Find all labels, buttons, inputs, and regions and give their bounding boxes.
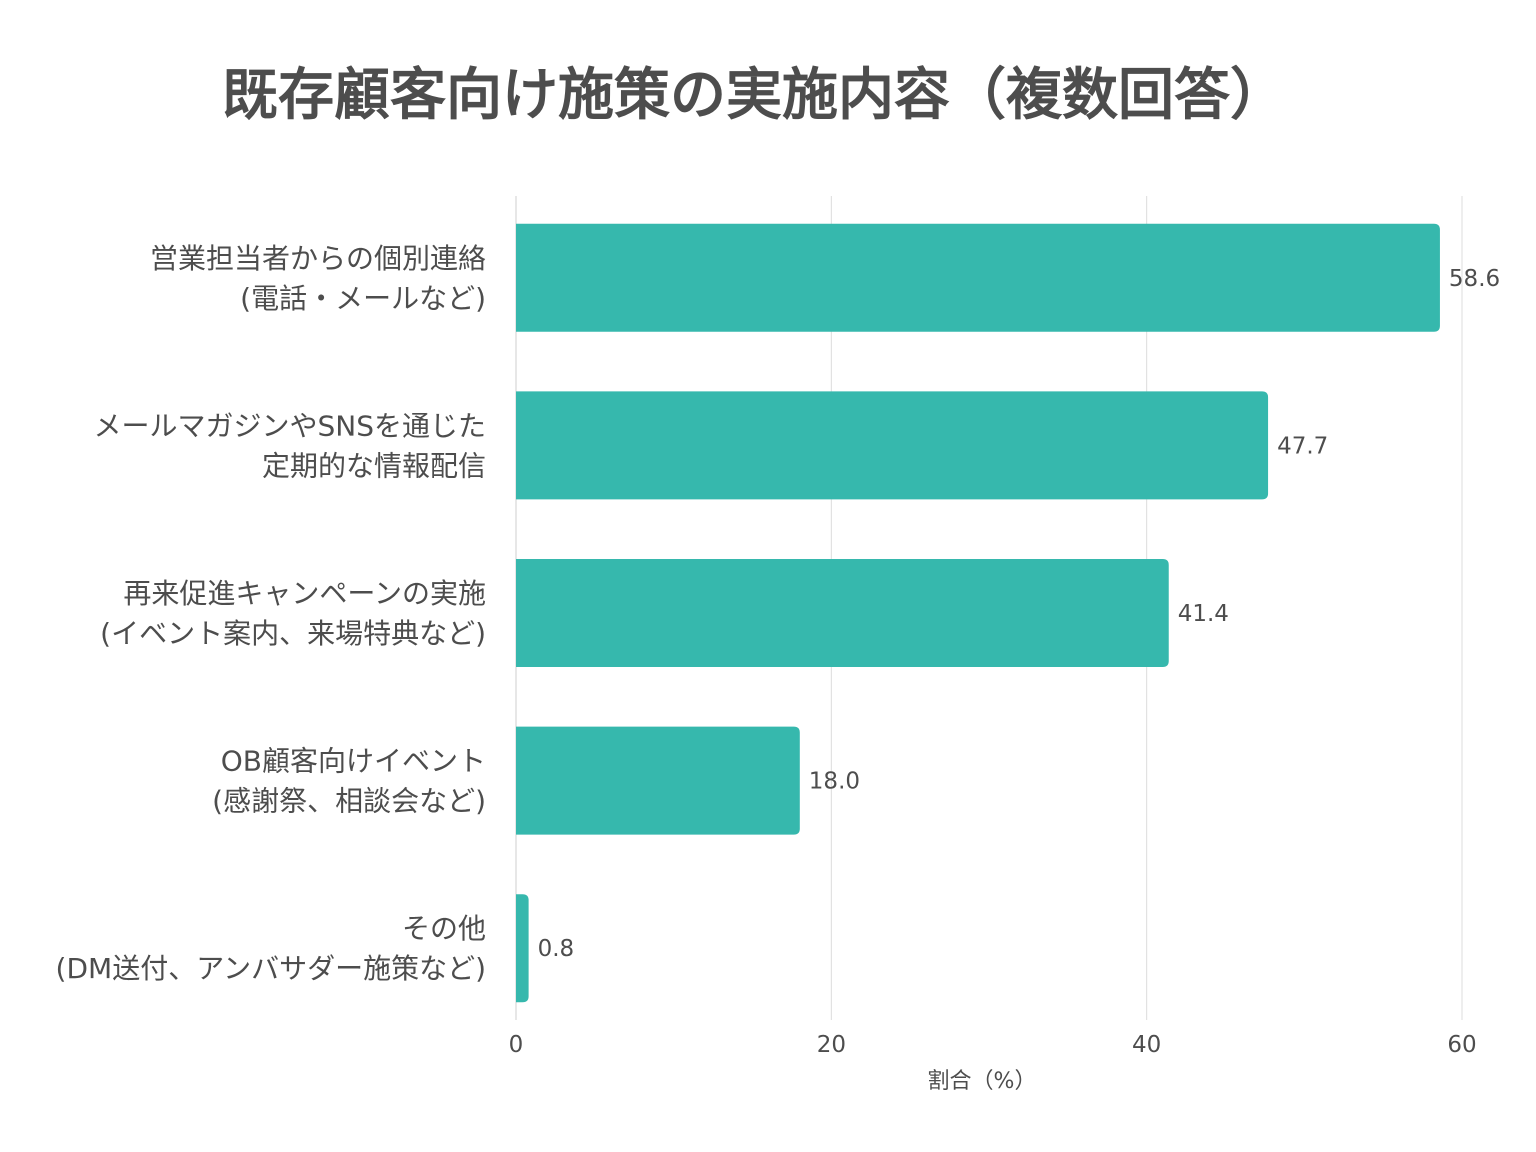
bar [516,559,1169,667]
bar-value-label: 41.4 [1178,601,1229,627]
bar-value-label: 58.6 [1449,266,1500,292]
bars [516,223,1440,1003]
category-label: (感謝祭、相談会など) [212,785,486,818]
bar-value-label: 47.7 [1277,433,1328,459]
category-label: 再来促進キャンペーンの実施 [123,577,486,610]
category-label: 定期的な情報配信 [262,449,486,482]
x-tick-label: 20 [817,1032,846,1058]
bar [516,223,1440,332]
category-label: (電話・メールなど) [240,282,486,315]
chart-title: 既存顧客向け施策の実施内容（複数回答） [222,63,1286,128]
category-label: OB顧客向けイベント [221,745,486,778]
bar-value-label: 0.8 [538,936,575,962]
x-axis-ticks: 0 20 40 60 [509,1032,1477,1058]
x-tick-label: 60 [1447,1032,1476,1058]
x-tick-label: 40 [1132,1032,1161,1058]
x-axis-title: 割合（%） [928,1069,1037,1094]
category-label: 営業担当者からの個別連絡 [150,242,486,275]
category-label: メールマガジンやSNSを通じた [94,409,487,442]
bar [516,726,800,835]
category-labels: 営業担当者からの個別連絡 (電話・メールなど) メールマガジンやSNSを通じた定期的… [56,242,486,985]
x-tick-label: 0 [509,1032,524,1058]
bar-value-label: 18.0 [809,769,860,795]
category-label: (DM送付、アンバサダー施策など) [56,952,486,985]
category-label: (イベント案内、来場特典など) [100,617,486,650]
bar [516,894,529,1003]
bar [516,391,1269,500]
value-labels: 58.6 47.7 41.4 18.0 0.8 [538,266,1501,962]
category-label: その他 [402,912,486,945]
